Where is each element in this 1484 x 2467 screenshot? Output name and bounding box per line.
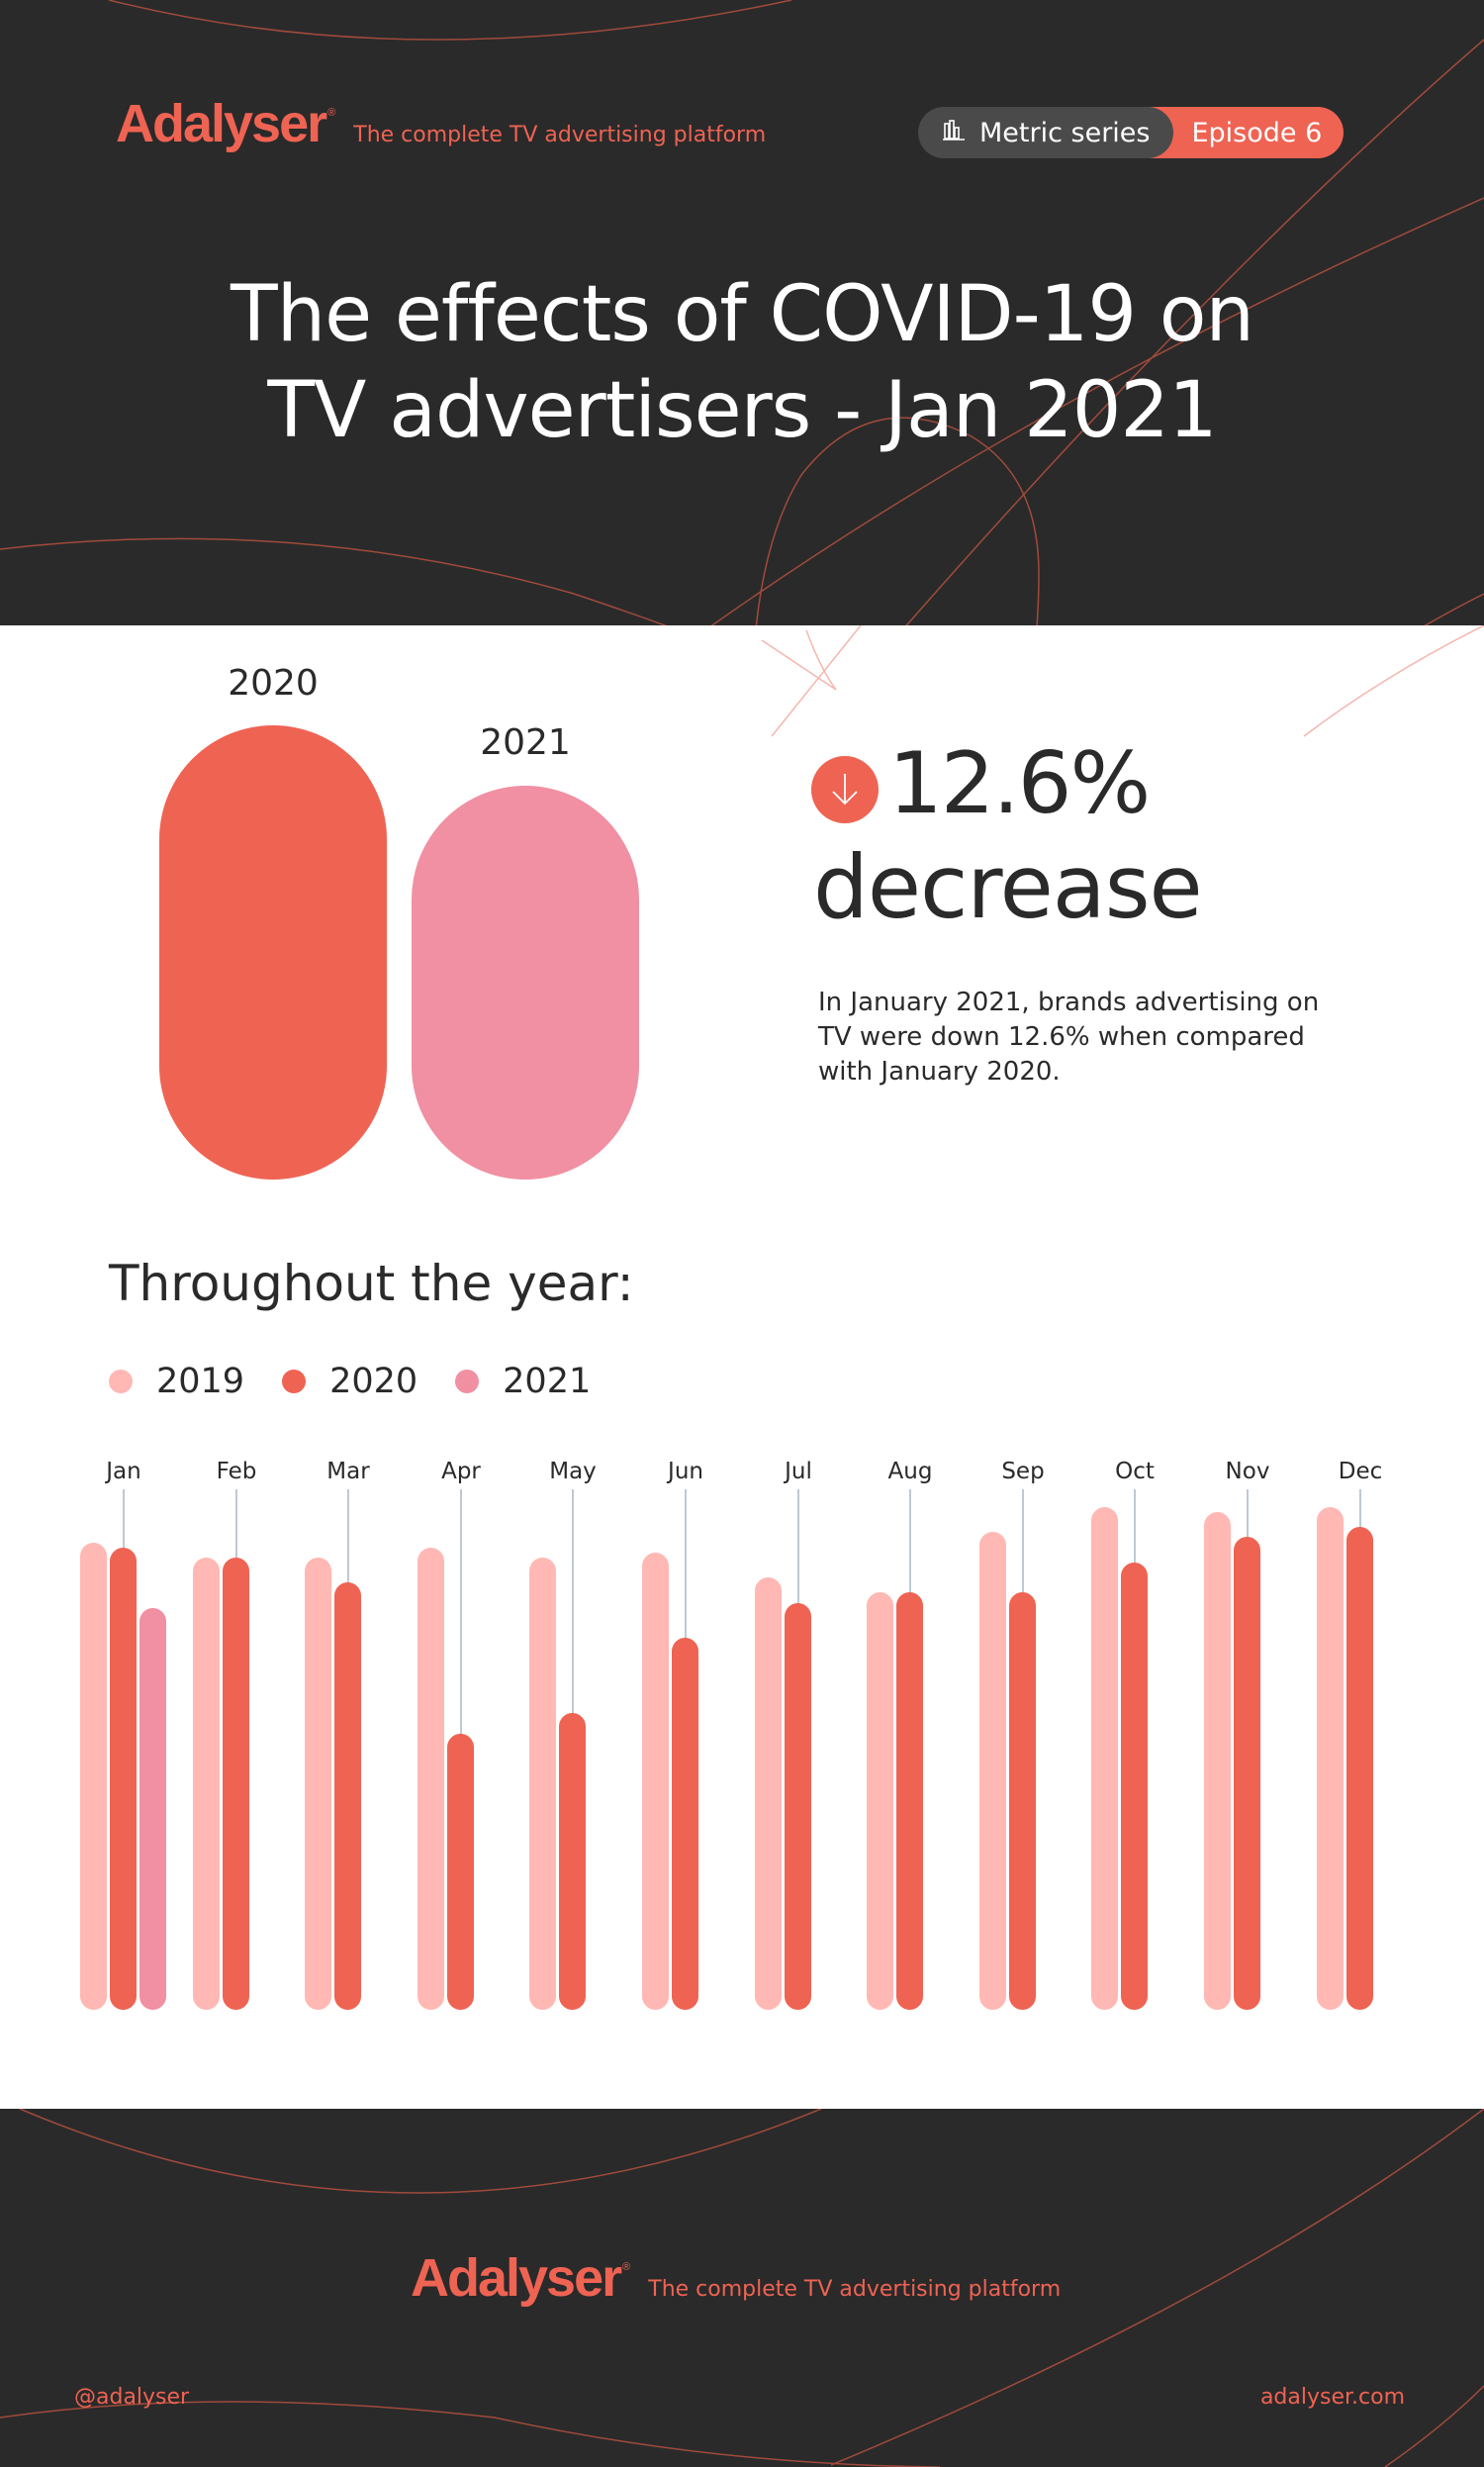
metric-series-label: Metric series — [979, 117, 1151, 148]
legend-dot-icon — [109, 1370, 133, 1393]
legend-dot-icon — [282, 1370, 307, 1393]
legend-label: 2021 — [503, 1362, 592, 1401]
month-label: Jul — [785, 1459, 812, 1484]
bar-dec-2019 — [1317, 1507, 1344, 2010]
bar-jul-2019 — [755, 1577, 782, 2010]
month-label: Dec — [1338, 1459, 1383, 1484]
stat-value: 12.6% — [888, 734, 1151, 833]
month-stem — [460, 1489, 462, 1744]
bar-apr-2019 — [417, 1547, 444, 2010]
bar-nov-2020 — [1234, 1537, 1260, 2010]
brand-tagline: The complete TV advertising platform — [353, 123, 767, 147]
comparison-pill-2021 — [412, 786, 639, 1180]
social-handle-link[interactable]: @adalyser — [74, 2385, 190, 2410]
bar-nov-2019 — [1204, 1512, 1231, 2010]
bar-may-2020 — [559, 1713, 586, 2010]
episode-label: Episode 6 — [1144, 107, 1345, 158]
bar-chart-icon — [942, 118, 966, 148]
bar-jun-2020 — [672, 1638, 698, 2010]
bar-jan-2021 — [139, 1607, 166, 2010]
bar-may-2019 — [529, 1557, 556, 2010]
metric-series-label-container: Metric series — [918, 107, 1174, 158]
bar-oct-2020 — [1121, 1562, 1148, 2010]
month-stem — [1022, 1489, 1024, 1603]
month-stem — [347, 1489, 349, 1593]
stat-word: decrease — [813, 836, 1203, 938]
bar-aug-2019 — [867, 1592, 893, 2010]
comparison-label-2021: 2021 — [480, 722, 571, 763]
bar-jul-2020 — [785, 1602, 811, 2010]
brand-name: Adalyser — [411, 2248, 622, 2308]
month-stem — [1359, 1489, 1361, 1538]
metric-series-badge: Metric series Episode 6 — [918, 107, 1345, 158]
bar-feb-2019 — [193, 1557, 220, 2010]
month-stem — [235, 1489, 237, 1567]
stat-description: In January 2021, brands advertising on T… — [818, 988, 1320, 1087]
footer-logo[interactable]: Adalyser ® The complete TV advertising p… — [411, 2247, 1061, 2309]
arrow-down-icon — [811, 756, 879, 823]
comparison-label-2020: 2020 — [228, 663, 319, 704]
website-link[interactable]: adalyser.com — [1259, 2385, 1405, 2410]
legend-item-2019: 2019 — [109, 1362, 244, 1401]
registered-mark: ® — [327, 107, 336, 119]
bar-aug-2020 — [896, 1592, 923, 2010]
bar-apr-2020 — [447, 1733, 474, 2010]
comparison-pill-2020 — [159, 725, 387, 1180]
legend-item-2020: 2020 — [282, 1362, 417, 1401]
bar-jan-2020 — [110, 1547, 137, 2010]
month-stem — [1247, 1489, 1249, 1548]
title-line-1: The effects of COVID-19 on — [231, 270, 1254, 359]
legend-label: 2019 — [156, 1362, 245, 1401]
month-label: Apr — [441, 1459, 481, 1484]
bar-mar-2020 — [334, 1582, 361, 2010]
brand-name: Adalyser — [116, 94, 327, 153]
month-label: Sep — [1001, 1459, 1045, 1484]
bar-feb-2020 — [223, 1557, 249, 2010]
bar-mar-2019 — [305, 1557, 331, 2010]
header-logo[interactable]: Adalyser ® The complete TV advertising p… — [116, 93, 766, 154]
month-stem — [1134, 1489, 1136, 1572]
month-stem — [797, 1489, 799, 1613]
month-stem — [685, 1489, 687, 1649]
footer: Adalyser ® The complete TV advertising p… — [0, 2109, 1484, 2467]
bar-dec-2020 — [1346, 1527, 1373, 2010]
monthly-bar-chart: Jan Feb Mar Apr May Jun Jul Aug Sep Oct Nov Dec — [0, 1445, 1484, 2039]
bar-sep-2020 — [1009, 1592, 1036, 2010]
section-title: Throughout the year: — [109, 1255, 634, 1312]
month-stem — [572, 1489, 574, 1724]
month-label: Mar — [326, 1459, 370, 1484]
month-stem — [123, 1489, 125, 1558]
bar-sep-2019 — [979, 1532, 1006, 2010]
page-title: The effects of COVID-19 on TV advertiser… — [0, 267, 1484, 459]
bar-jan-2019 — [80, 1542, 107, 2010]
legend-dot-icon — [455, 1370, 480, 1393]
bar-oct-2019 — [1091, 1507, 1118, 2010]
legend-label: 2020 — [329, 1362, 418, 1401]
month-label: Jun — [668, 1459, 703, 1484]
header-banner: Adalyser ® The complete TV advertising p… — [0, 0, 1484, 625]
bar-jun-2019 — [642, 1552, 669, 2010]
registered-mark: ® — [622, 2261, 631, 2273]
month-label: Oct — [1115, 1459, 1155, 1484]
chart-legend: 2019 2020 2021 — [109, 1362, 628, 1401]
brand-tagline: The complete TV advertising platform — [648, 2277, 1062, 2302]
month-label: May — [549, 1459, 597, 1484]
legend-item-2021: 2021 — [455, 1362, 591, 1401]
month-label: Nov — [1225, 1459, 1270, 1484]
month-label: Aug — [887, 1459, 933, 1484]
month-stem — [909, 1489, 911, 1603]
month-label: Jan — [106, 1459, 141, 1484]
title-line-2: TV advertisers - Jan 2021 — [267, 366, 1217, 455]
month-label: Feb — [216, 1459, 257, 1484]
